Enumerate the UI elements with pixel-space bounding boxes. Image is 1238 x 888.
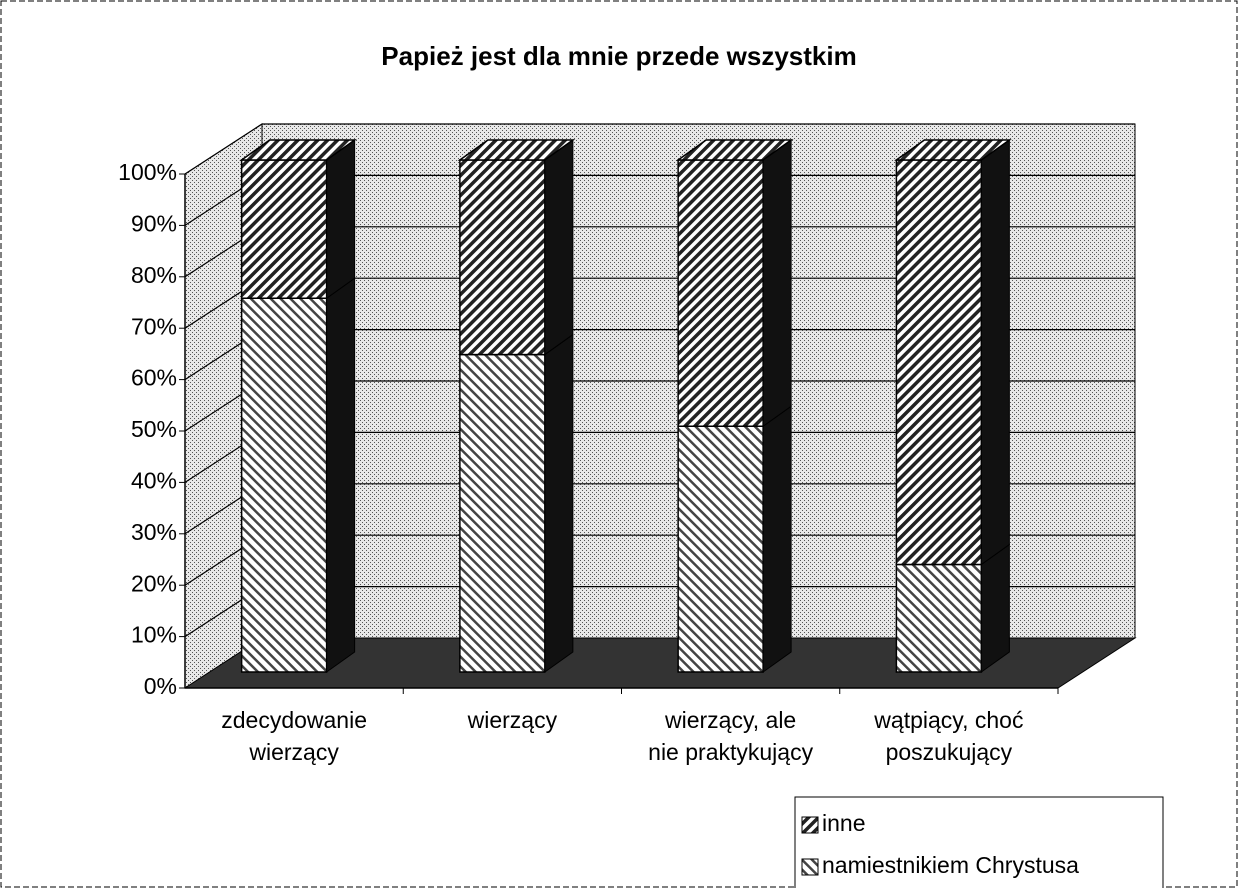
x-tick-label: nie praktykujący bbox=[648, 739, 813, 765]
y-tick-label: 30% bbox=[131, 519, 177, 545]
legend-label: inne bbox=[822, 810, 865, 836]
legend-box bbox=[794, 796, 1164, 888]
legend-swatch bbox=[801, 858, 819, 876]
bar-segment bbox=[459, 159, 546, 356]
bar-side bbox=[762, 139, 792, 428]
bar-side bbox=[544, 333, 574, 673]
x-tick-label: wierzący bbox=[248, 739, 339, 765]
bar-top bbox=[894, 139, 1012, 161]
legend-swatch bbox=[801, 816, 819, 834]
grid-line bbox=[184, 123, 1135, 175]
bar-segment bbox=[677, 425, 764, 673]
bar-side bbox=[326, 139, 356, 300]
x-tick-label: wierzący, ale bbox=[664, 707, 796, 733]
chart-title: Papież jest dla mnie przede wszystkim bbox=[381, 41, 856, 71]
x-tick-label: wątpiący, choć bbox=[873, 707, 1023, 733]
y-tick-label: 90% bbox=[131, 210, 177, 236]
y-tick-label: 0% bbox=[144, 673, 177, 699]
y-tick-label: 60% bbox=[131, 365, 177, 391]
bar-side bbox=[544, 139, 574, 356]
bar-top bbox=[457, 139, 576, 161]
bar-segment bbox=[895, 159, 983, 566]
x-tick-label: wierzący bbox=[467, 707, 558, 733]
y-tick-label: 50% bbox=[131, 416, 177, 442]
y-tick-label: 80% bbox=[131, 262, 177, 288]
bar-side bbox=[980, 543, 1010, 673]
bar-side bbox=[980, 139, 1010, 566]
y-tick-label: 10% bbox=[131, 622, 177, 648]
x-tick-label: zdecydowanie bbox=[221, 707, 367, 733]
bar-segment bbox=[677, 159, 764, 427]
legend-label: namiestnikiem Chrystusa bbox=[822, 852, 1079, 878]
bar-side bbox=[762, 405, 792, 673]
bar-segment bbox=[459, 353, 546, 673]
bar-segment bbox=[895, 563, 983, 673]
bar-segment bbox=[240, 159, 328, 299]
x-tick-label: poszukujący bbox=[886, 739, 1013, 765]
bar-side bbox=[326, 277, 356, 673]
bar-top bbox=[675, 139, 794, 161]
y-tick-label: 20% bbox=[131, 570, 177, 596]
bar-segment bbox=[240, 297, 328, 673]
y-tick-label: 70% bbox=[131, 313, 177, 339]
y-tick-label: 40% bbox=[131, 467, 177, 493]
bar-top bbox=[239, 139, 357, 161]
y-tick-label: 100% bbox=[118, 159, 177, 185]
